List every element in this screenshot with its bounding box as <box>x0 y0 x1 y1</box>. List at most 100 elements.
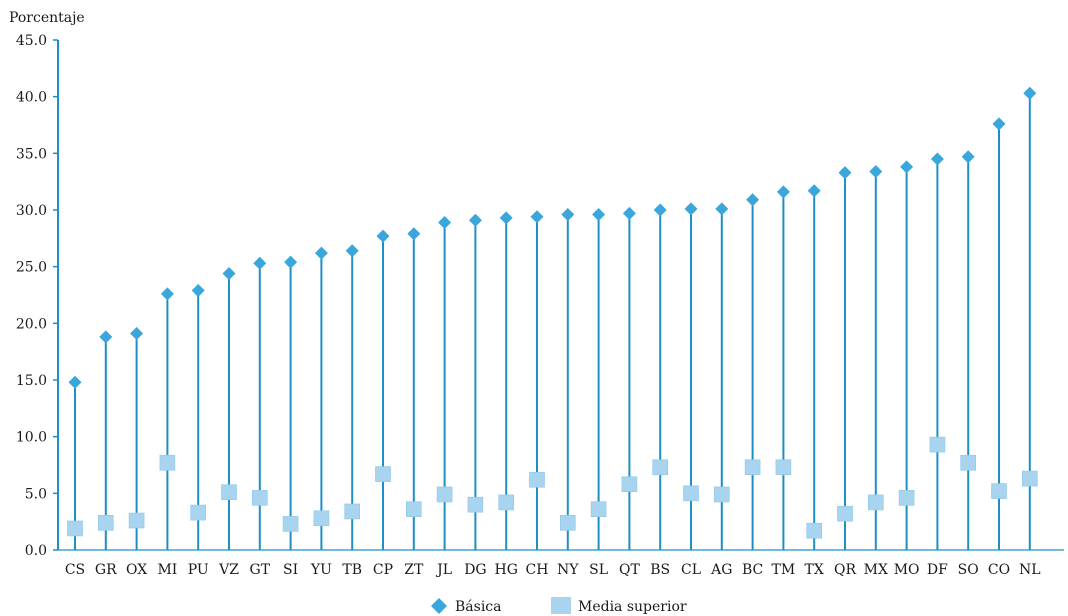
point-media-superior-zt <box>405 501 422 518</box>
x-tick-label-cs: CS <box>65 562 85 578</box>
point-basica-tb <box>345 244 359 258</box>
point-media-superior-ag <box>713 486 730 503</box>
point-basica-hg <box>499 211 513 225</box>
point-basica-dg <box>468 213 482 227</box>
x-tick-label-gt: GT <box>250 562 271 578</box>
x-tick-label-dg: DG <box>464 562 486 578</box>
legend-label-basica: Básica <box>455 599 501 615</box>
y-tick-label-9: 45.0 <box>16 33 47 49</box>
point-basica-bc <box>746 193 760 207</box>
point-media-superior-tb <box>344 503 361 520</box>
point-media-superior-bc <box>744 459 761 476</box>
point-media-superior-mo <box>898 490 915 506</box>
point-media-superior-ox <box>128 512 145 529</box>
point-basica-qt <box>622 206 636 220</box>
x-tick-label-sl: SL <box>589 562 608 578</box>
x-axis-labels: CS GR OX MI PU VZ GT SI YU TB CP ZT JL DG HG CH NY SL QT BS… <box>65 562 1041 578</box>
point-basica-cs <box>68 375 82 389</box>
x-tick-label-si: SI <box>283 562 298 578</box>
point-basica-df <box>930 152 944 166</box>
point-basica-ox <box>130 327 144 341</box>
legend-marker-media-superior <box>551 597 571 614</box>
point-media-superior-tx <box>806 522 823 539</box>
markers <box>67 86 1038 539</box>
point-media-superior-mi <box>159 454 176 471</box>
x-tick-label-nl: NL <box>1019 562 1041 578</box>
y-tick-label-2: 10.0 <box>16 430 47 446</box>
point-media-superior-cs <box>67 520 83 537</box>
point-media-superior-si <box>282 516 299 532</box>
point-basica-ny <box>561 208 575 222</box>
point-basica-pu <box>191 283 205 297</box>
range-lines <box>74 93 1031 550</box>
point-basica-sl <box>592 208 606 222</box>
y-tick-label-0: 0.0 <box>25 543 47 559</box>
x-tick-label-tm: TM <box>772 562 796 578</box>
x-tick-label-df: DF <box>927 562 948 578</box>
legend: Básica Media superior <box>431 597 687 615</box>
point-basica-bs <box>653 203 667 217</box>
point-basica-jl <box>438 215 452 229</box>
x-tick-label-mx: MX <box>864 562 888 578</box>
point-media-superior-pu <box>190 504 206 521</box>
point-media-superior-cp <box>375 466 391 482</box>
x-tick-label-hg: HG <box>494 562 517 578</box>
point-basica-yu <box>314 246 328 260</box>
x-tick-label-zt: ZT <box>404 562 424 578</box>
x-tick-label-co: CO <box>988 562 1010 578</box>
point-media-superior-co <box>991 483 1007 499</box>
x-tick-label-tb: TB <box>342 562 362 578</box>
point-media-superior-hg <box>498 494 515 511</box>
y-tick-label-4: 20.0 <box>16 316 47 332</box>
x-tick-label-ny: NY <box>557 562 579 578</box>
point-media-superior-tm <box>775 459 792 476</box>
point-basica-gt <box>253 256 267 270</box>
point-basica-mx <box>869 164 883 178</box>
x-tick-label-qt: QT <box>619 562 640 578</box>
point-media-superior-sl <box>590 501 607 518</box>
point-media-superior-mx <box>867 494 884 511</box>
point-basica-co <box>992 117 1006 131</box>
x-tick-label-qr: QR <box>834 562 856 578</box>
x-tick-label-yu: YU <box>310 562 332 578</box>
point-media-superior-yu <box>313 510 330 527</box>
point-basica-gr <box>99 330 113 344</box>
x-tick-label-cp: CP <box>373 562 393 578</box>
y-tick-label-3: 15.0 <box>16 373 47 389</box>
x-tick-label-ag: AG <box>710 562 732 578</box>
point-media-superior-gt <box>252 490 268 506</box>
x-tick-label-bc: BC <box>742 562 763 578</box>
point-media-superior-gr <box>98 514 114 531</box>
x-tick-label-ox: OX <box>126 562 147 578</box>
x-tick-label-pu: PU <box>188 562 209 578</box>
point-media-superior-dg <box>467 496 484 513</box>
y-tick-label-7: 35.0 <box>16 146 47 162</box>
point-basica-so <box>961 150 975 164</box>
point-media-superior-jl <box>436 486 453 503</box>
y-axis: 0.0 5.0 10.0 15.0 20.0 25.0 30.0 35.0 40.0 45.0 <box>16 33 1064 559</box>
x-tick-label-gr: GR <box>95 562 117 578</box>
point-basica-cl <box>684 202 698 216</box>
point-media-superior-bs <box>652 459 669 476</box>
x-tick-label-jl: JL <box>435 562 452 578</box>
y-tick-label-5: 25.0 <box>16 260 47 276</box>
y-tick-label-1: 5.0 <box>25 486 47 502</box>
point-media-superior-vz <box>221 484 237 501</box>
point-basica-zt <box>407 227 421 241</box>
point-media-superior-df <box>929 436 946 453</box>
y-tick-label-8: 40.0 <box>16 90 47 106</box>
point-basica-mi <box>160 287 174 301</box>
x-tick-label-so: SO <box>958 562 979 578</box>
legend-marker-basica <box>431 598 447 614</box>
point-basica-tm <box>776 185 790 199</box>
legend-label-media-superior: Media superior <box>578 599 687 615</box>
x-tick-label-mi: MI <box>157 562 177 578</box>
x-tick-label-ch: CH <box>526 562 549 578</box>
point-basica-cp <box>376 229 390 243</box>
point-media-superior-ny <box>559 514 576 531</box>
point-media-superior-ch <box>529 471 545 488</box>
x-tick-label-cl: CL <box>681 562 701 578</box>
y-axis-label: Porcentaje <box>9 10 85 26</box>
